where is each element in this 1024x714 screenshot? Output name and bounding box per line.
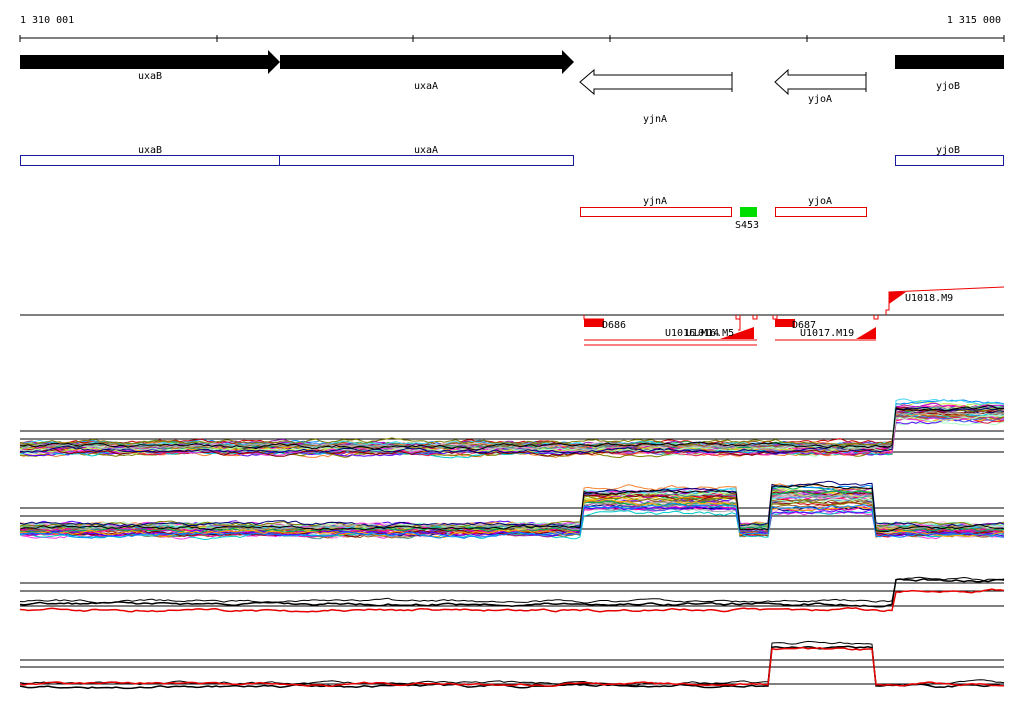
segment-label-u1018-m9[interactable]: U1018.M9 <box>905 293 953 304</box>
gene-yjoA[interactable]: yjoA <box>774 68 867 105</box>
coordinate-ruler: 1 310 001 1 315 000 <box>19 15 1005 42</box>
gene-uxaA[interactable]: uxaA <box>280 50 574 92</box>
expression-profile <box>19 578 1005 608</box>
box-label: yjnA <box>643 196 667 207</box>
gene-label: uxaB <box>138 71 162 82</box>
expression-track-summary-bottom <box>19 640 1005 690</box>
expression-track-summary-top <box>19 576 1005 613</box>
expression-profile <box>19 406 1005 454</box>
segment-outline <box>738 319 741 331</box>
gene-arrow[interactable] <box>280 50 574 74</box>
segment-ramp <box>720 327 754 339</box>
gene-track: uxaB uxaA yjnA yjoA yjoB <box>20 50 1004 125</box>
segment-block-d687[interactable] <box>775 319 795 327</box>
segment-label-u1016-m5[interactable]: U1016.M5 <box>686 328 734 339</box>
expression-profile <box>19 646 1005 688</box>
antisense-box-track: yjnA yjoA S453 <box>580 196 867 231</box>
segment-outline <box>735 315 741 320</box>
segment-outline <box>772 315 778 320</box>
segment-label-d687[interactable]: D687 <box>792 320 816 331</box>
ruler-start-label: 1 310 001 <box>20 15 74 26</box>
small-feature-label: S453 <box>735 220 759 231</box>
expression-profile <box>19 412 1005 459</box>
antisense-box-yjnA[interactable] <box>580 207 732 217</box>
segment-label-u1017-m19[interactable]: U1017.M19 <box>800 328 854 339</box>
expression-profile <box>19 483 1005 532</box>
segment-label-d686[interactable]: D686 <box>602 320 626 331</box>
segment-label-u1016-m14[interactable]: U1016.M14 <box>665 328 719 339</box>
box-label: uxaA <box>414 145 438 156</box>
antisense-box-yjoA[interactable] <box>775 207 867 217</box>
annotation-box-uxaA[interactable] <box>279 155 574 166</box>
expression-profile <box>19 576 1005 604</box>
gene-label: uxaA <box>414 81 438 92</box>
expression-profile <box>19 480 1005 529</box>
gene-arrow[interactable] <box>579 68 733 96</box>
expression-profile <box>19 407 1005 457</box>
annotation-box-track: uxaB uxaA yjoB <box>20 145 1004 166</box>
segmentation-track: U1018.M9 D686 U1016.M14 U1016.M5 D687 U1… <box>20 286 1005 346</box>
expression-profile <box>19 645 1005 690</box>
expression-profile <box>19 408 1005 446</box>
annotation-box-yjoB[interactable] <box>895 155 1004 166</box>
expression-profile <box>19 405 1005 451</box>
gene-arrow[interactable] <box>774 68 867 96</box>
ruler-end-label: 1 315 000 <box>947 15 1001 26</box>
gene-arrow[interactable] <box>895 55 1004 69</box>
gene-label: yjoA <box>808 94 832 105</box>
expression-profile <box>19 640 1005 687</box>
box-label: uxaB <box>138 145 162 156</box>
expression-profile <box>19 416 1005 456</box>
gene-arrow[interactable] <box>20 50 280 74</box>
box-label: yjoB <box>936 145 960 156</box>
expression-profile <box>19 588 1005 613</box>
expression-track-multi-bottom <box>19 480 1005 541</box>
gene-yjoB[interactable]: yjoB <box>895 55 1004 92</box>
expression-track-multi-top <box>19 398 1005 459</box>
expression-profile <box>19 490 1005 534</box>
segment-ramp <box>856 327 876 339</box>
small-feature-s453[interactable] <box>740 207 757 217</box>
expression-profile <box>19 411 1005 451</box>
segment-outline <box>885 286 1005 315</box>
segment-block-d686[interactable] <box>584 319 604 327</box>
expression-profile <box>19 407 1005 447</box>
segment-outline <box>583 315 604 320</box>
annotation-box-uxaB[interactable] <box>20 155 280 166</box>
box-label: yjoA <box>808 196 832 207</box>
expression-profile <box>19 398 1005 448</box>
segment-outline <box>752 315 758 320</box>
gene-label: yjnA <box>643 114 667 125</box>
segment-ramp <box>889 292 906 304</box>
gene-uxaB[interactable]: uxaB <box>20 50 280 82</box>
expression-profile <box>19 502 1005 539</box>
segment-outline <box>873 315 879 320</box>
gene-yjnA[interactable]: yjnA <box>579 68 733 125</box>
gene-label: yjoB <box>936 81 960 92</box>
